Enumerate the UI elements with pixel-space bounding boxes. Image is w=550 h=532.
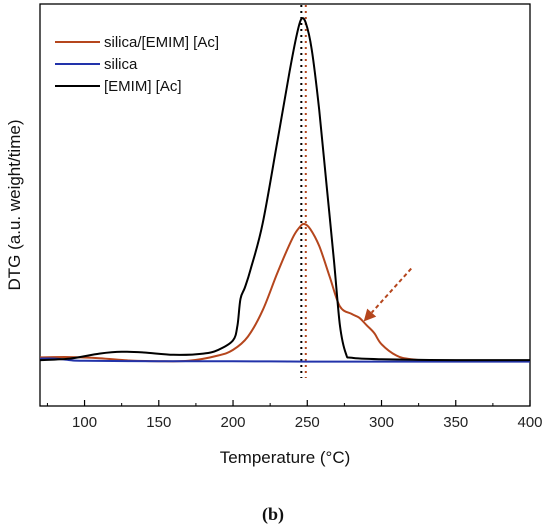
- legend-label: silica/[EMIM] [Ac]: [104, 34, 219, 51]
- x-tick-label: 300: [369, 414, 394, 431]
- series-layer: [39, 17, 531, 363]
- series-emim-ac-line: [39, 17, 531, 362]
- x-tick-label: 150: [146, 414, 171, 431]
- x-axis-ticks: 100 150 200 250 300 350 400: [46, 400, 543, 431]
- x-tick-label: 350: [443, 414, 468, 431]
- legend-label: [EMIM] [Ac]: [104, 78, 182, 95]
- x-tick-label: 100: [72, 414, 97, 431]
- series-silica-emim-ac-line: [39, 222, 530, 363]
- annotation-arrow: [363, 267, 412, 322]
- plot-frame: [39, 3, 531, 407]
- plot-frame-group: [39, 3, 531, 407]
- x-tick-label: 200: [221, 414, 246, 431]
- vertical-reference-lines: [300, 5, 307, 378]
- arrow-shaft: [370, 267, 412, 314]
- y-axis-title: DTG (a.u. weight/time): [5, 120, 24, 291]
- legend: silica/[EMIM] [Ac] silica [EMIM] [Ac]: [55, 34, 219, 95]
- x-axis-title: Temperature (°C): [220, 448, 351, 467]
- arrow-head: [363, 308, 377, 322]
- x-tick-label: 250: [295, 414, 320, 431]
- legend-label: silica: [104, 56, 138, 73]
- x-tick-label: 400: [517, 414, 542, 431]
- panel-label: (b): [262, 504, 284, 525]
